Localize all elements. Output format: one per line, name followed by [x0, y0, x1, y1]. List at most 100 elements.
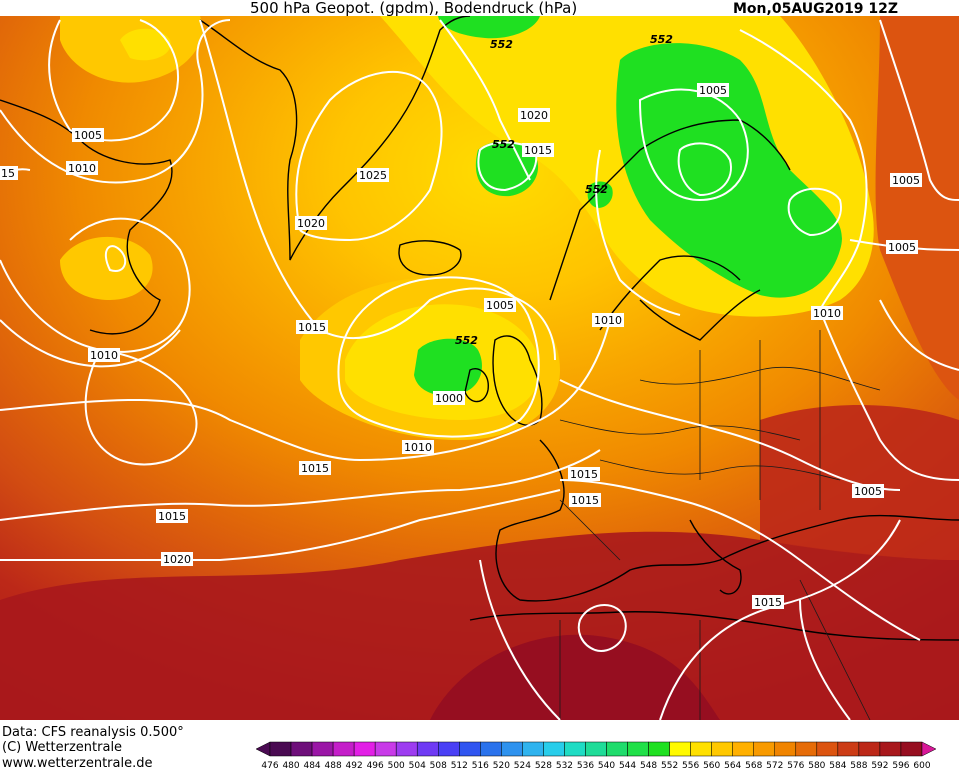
- colorbar-tick-label: 548: [640, 761, 657, 770]
- colorbar-tick-label: 588: [850, 761, 867, 770]
- colorbar-swatch: [543, 741, 565, 757]
- colorbar-swatch: [711, 741, 733, 757]
- colorbar-tick-label: 524: [514, 761, 531, 770]
- svg-text:1015: 1015: [298, 321, 326, 334]
- height-label: 552: [455, 334, 478, 347]
- isobar-label: 1020: [518, 108, 550, 122]
- svg-text:552: 552: [490, 38, 513, 51]
- colorbar-tick-label: 492: [346, 761, 363, 770]
- svg-text:15: 15: [1, 167, 15, 180]
- colorbar-tick-label: 600: [913, 761, 930, 770]
- isobar-label: 1005: [852, 484, 884, 498]
- isobar-label: 1020: [161, 552, 193, 566]
- colorbar-swatch: [564, 741, 586, 757]
- isobar-label: 1015: [522, 143, 554, 157]
- colorbar-tick-label: 552: [661, 761, 678, 770]
- height-bands: [0, 16, 959, 720]
- colorbar-swatch: [795, 741, 818, 757]
- colorbar-swatch: [374, 741, 397, 757]
- svg-text:1025: 1025: [359, 169, 387, 182]
- colorbar-tick-label: 516: [472, 761, 489, 770]
- svg-text:1015: 1015: [301, 462, 329, 475]
- isobar-label: 1015: [568, 467, 600, 481]
- svg-text:1005: 1005: [888, 241, 916, 254]
- isobar-label: 1015: [569, 493, 601, 507]
- svg-text:552: 552: [455, 334, 478, 347]
- colorbar-tick-label: 528: [535, 761, 552, 770]
- svg-text:1005: 1005: [699, 84, 727, 97]
- colorbar-tick-label: 596: [892, 761, 909, 770]
- svg-text:1020: 1020: [163, 553, 191, 566]
- svg-text:1020: 1020: [297, 217, 325, 230]
- colorbar-tick-label: 556: [682, 761, 699, 770]
- colorbar-tick-label: 508: [430, 761, 447, 770]
- low-552-scandinavia: [616, 43, 842, 298]
- svg-text:1010: 1010: [594, 314, 622, 327]
- colorbar-tick-label: 532: [556, 761, 573, 770]
- height-labels: 552 552 552 552 552: [455, 33, 673, 347]
- colorbar-right-arrow: [921, 741, 937, 757]
- map-title: 500 hPa Geopot. (gpdm), Bodendruck (hPa): [250, 0, 577, 17]
- isobars: [0, 19, 959, 721]
- svg-text:1005: 1005: [892, 174, 920, 187]
- isobar-label: 1010: [88, 348, 120, 362]
- svg-text:1015: 1015: [570, 468, 598, 481]
- isobar-label: 1005: [890, 173, 922, 187]
- colorbar-tick-label: 484: [303, 761, 320, 770]
- isobar-label: 1015: [752, 595, 784, 609]
- svg-text:1015: 1015: [754, 596, 782, 609]
- colorbar-swatch: [627, 741, 649, 757]
- colorbar-swatch: [816, 741, 839, 757]
- website: www.wetterzentrale.de: [2, 756, 152, 770]
- copyright: (C) Wetterzentrale: [2, 740, 122, 755]
- colorbar-swatch: [879, 741, 902, 757]
- isobar-label: 1010: [592, 313, 624, 327]
- isobar-label: 1025: [357, 168, 389, 182]
- colorbar-tick-label: 480: [282, 761, 299, 770]
- isobar-label: 15: [0, 166, 18, 180]
- colorbar-swatch: [585, 741, 607, 757]
- svg-text:1010: 1010: [68, 162, 96, 175]
- svg-text:1005: 1005: [486, 299, 514, 312]
- colorbar-tick-label: 504: [409, 761, 426, 770]
- colorbar-swatch: [480, 741, 502, 757]
- colorbar-swatch: [395, 741, 418, 757]
- colorbar-tick-label: 500: [388, 761, 405, 770]
- height-label: 552: [490, 38, 513, 51]
- height-label: 552: [650, 33, 673, 46]
- isobar-label: 1005: [886, 240, 918, 254]
- svg-text:1000: 1000: [435, 392, 463, 405]
- colorbar-tick-label: 568: [745, 761, 762, 770]
- colorbar-swatch: [416, 741, 439, 757]
- colorbar-tick-label: 572: [766, 761, 783, 770]
- colorbar-swatch: [858, 741, 881, 757]
- colorbar-tick-label: 520: [493, 761, 510, 770]
- colorbar-swatch: [353, 741, 376, 757]
- isobar-label: 1015: [299, 461, 331, 475]
- colorbar-tick-label: 592: [871, 761, 888, 770]
- isobar-label: 1005: [72, 128, 104, 142]
- pressure-labels: 1005 1010 1010 1015 1020 1025 1020 1015 …: [0, 83, 922, 609]
- colorbar-tick-label: 536: [577, 761, 594, 770]
- colorbar-tick-label: 512: [451, 761, 468, 770]
- colorbar-swatch: [900, 741, 923, 757]
- svg-text:1005: 1005: [854, 485, 882, 498]
- colorbar-swatch: [648, 741, 670, 757]
- borders: [559, 330, 881, 721]
- colorbar-swatch: [774, 741, 797, 757]
- colorbar-swatch: [732, 741, 754, 757]
- colorbar: 476 480 484 488 492 496 500 504 508 512 516 520 524 5…: [255, 741, 937, 771]
- colorbar-swatch: [269, 741, 292, 757]
- colorbar-tick-label: 560: [703, 761, 720, 770]
- coastlines: [0, 15, 959, 641]
- svg-text:552: 552: [650, 33, 673, 46]
- svg-text:1010: 1010: [90, 349, 118, 362]
- isobar-label: 1005: [484, 298, 516, 312]
- colorbar-tick-label: 496: [367, 761, 384, 770]
- colorbar-swatch: [290, 741, 313, 757]
- svg-text:1015: 1015: [524, 144, 552, 157]
- svg-text:1015: 1015: [571, 494, 599, 507]
- colorbar-tick-label: 580: [808, 761, 825, 770]
- colorbar-tick-label: 488: [325, 761, 342, 770]
